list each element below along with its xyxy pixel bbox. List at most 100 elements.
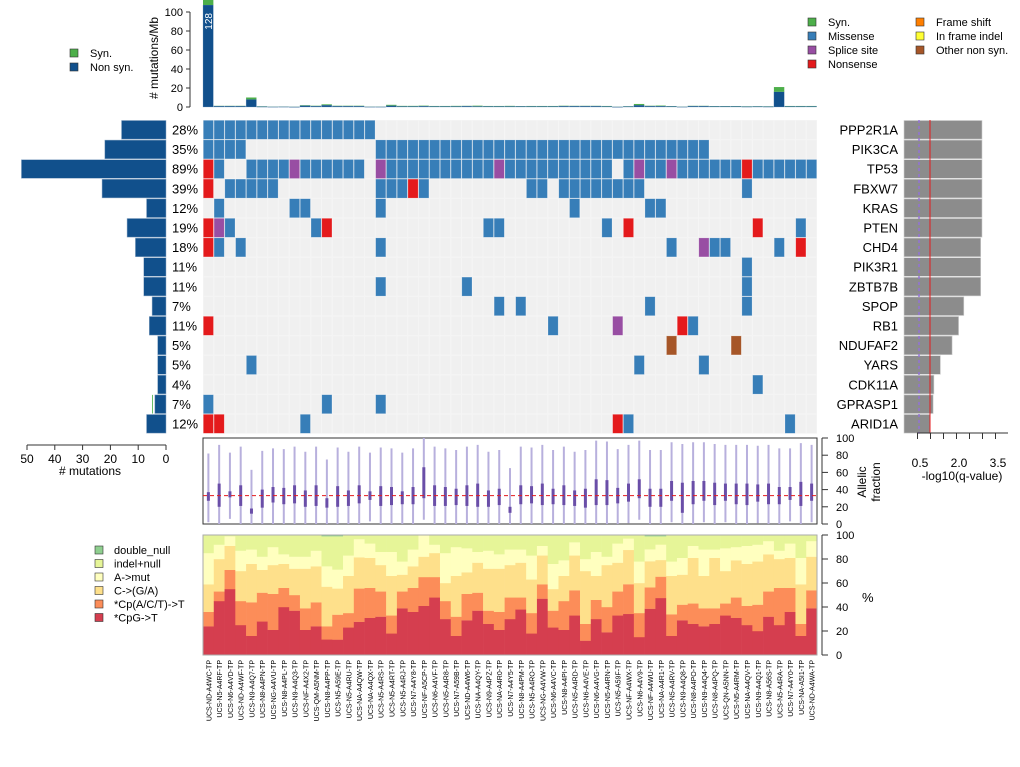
oncoprint-cell-empty [321,178,333,199]
oncoprint-cell-empty [278,374,290,395]
gene-count-tick-label: 10 [132,452,146,466]
oncoprint-cell-empty [439,394,451,415]
sample-label: UCS-N6-A4VC-TP [551,660,558,718]
oncoprint-cell-empty [655,257,667,277]
oncoprint-cell-empty [580,335,591,356]
oncoprint-cell-empty [601,237,613,258]
spectrum-segment [676,557,689,575]
oncoprint-cell-empty [795,257,807,277]
spectrum-segment [278,587,290,608]
oncoprint-cell-empty [590,296,602,317]
oncoprint-cell-empty [580,257,591,277]
oncoprint-cell-empty [655,276,667,297]
oncoprint-cell-empty [375,257,387,277]
oncoprint-cell-empty [396,374,408,395]
oncoprint-cell-mutated [590,159,602,179]
oncoprint-cell-empty [343,257,354,277]
oncoprint-cell-mutated [483,218,494,238]
oncoprint-cell-empty [343,218,354,238]
spectrum-segment [526,555,538,580]
oncoprint-cell-empty [720,139,731,160]
oncoprint-cell-empty [278,413,290,434]
sample-label: UCS-N8-A4PP-TP [325,660,332,718]
oncoprint-cell-empty [752,237,764,258]
oncoprint-cell-mutated [493,139,505,160]
oncoprint-cell-empty [375,413,387,434]
tmb-bar-nonsyn [515,106,526,108]
qvalue-x-axis: 0.5 2.0 3.5 [912,432,1008,470]
oncoprint-cell-empty [590,120,602,140]
oncoprint-cell-empty [655,335,667,356]
oncoprint-cell-mutated [569,159,581,179]
oncoprint-cell-empty [289,374,300,395]
spectrum-segment [547,610,559,628]
oncoprint-cell-empty [741,120,753,140]
sample-label: UCS-N7-A59B-TP [454,660,461,717]
oncoprint-cell-empty [784,139,796,160]
spectrum-segment [580,623,592,641]
oncoprint-cell-empty [687,218,699,238]
oncoprint-cell-empty [720,120,731,140]
gene-count-bar-nonsyn [146,414,167,434]
oncoprint-cell-empty [343,139,354,160]
tmb-bar-nonsyn [644,105,656,108]
oncoprint-cell-empty [224,355,236,375]
oncoprint-cell-empty [386,276,397,297]
oncoprint-cell-empty [289,276,300,297]
gene-percent: 89% [172,162,198,177]
spectrum-segment [666,635,678,656]
spectrum-segment [224,536,236,546]
oncoprint-cell-mutated [784,159,796,179]
oncoprint-cell-empty [644,413,656,434]
spectrum-segment [644,536,656,550]
oncoprint-cell-empty [655,413,667,434]
oncoprint-cell-empty [644,237,656,258]
oncoprint-cell-empty [493,335,505,356]
gene-label: ZBTB7B [849,279,898,294]
spectrum-legend-swatch [94,572,104,582]
oncoprint-cell-mutated [321,218,333,238]
spectrum-segment [332,536,344,570]
oncoprint-cell-mutated [784,413,796,434]
spectrum-segment [784,557,796,588]
oncoprint-cell-empty [418,198,430,218]
spectrum-segment [644,608,656,656]
oncoprint-cell-empty [601,335,613,356]
oncoprint-cell-empty [676,413,688,434]
oncoprint-cell-empty [644,355,656,375]
oncoprint-cell-empty [343,374,354,395]
oncoprint-cell-empty [235,218,247,238]
oncoprint-cell-empty [558,237,570,258]
oncoprint-cell-empty [450,237,462,258]
oncoprint-cell-empty [299,237,311,258]
oncoprint-cell-empty [644,374,656,395]
sample-label: UCS-N5-A4RD-TP [573,660,580,719]
oncoprint-cell-empty [623,315,634,336]
sample-label: UCS-N5-A4RU-TP [346,660,353,719]
oncoprint-cell-mutated [601,139,613,160]
spectrum-segment [256,569,268,593]
gene-percent: 12% [172,201,198,216]
oncoprint-cell-empty [235,296,247,317]
oncoprint-cell-mutated [547,139,559,160]
oncoprint-cell-mutated [407,178,419,199]
oncoprint-cell-empty [396,257,408,277]
oncoprint-cell-empty [235,276,247,297]
oncoprint-cell-empty [612,159,624,179]
spectrum-segment [687,603,699,624]
oncoprint-cell-empty [504,237,516,258]
tmb-bars [202,0,817,108]
qvalue-tick-label: 2.0 [951,456,968,470]
oncoprint-cell-empty [730,315,742,336]
oncoprint-cell-mutated [235,120,247,140]
oncoprint-cell-empty [450,335,462,356]
oncoprint-cell-mutated [644,198,656,218]
oncoprint-cell-empty [795,355,807,375]
oncoprint-cell-mutated [235,237,247,258]
oncoprint-cell-mutated [386,178,397,199]
oncoprint-cell-mutated [558,159,570,179]
oncoprint-cell-empty [526,198,537,218]
mutation-spectrum-panel: 0 20 40 60 80 100 [202,530,854,662]
sample-label: UCS-NF-A5CP-TP [422,660,429,719]
oncoprint-cell-empty [720,276,731,297]
